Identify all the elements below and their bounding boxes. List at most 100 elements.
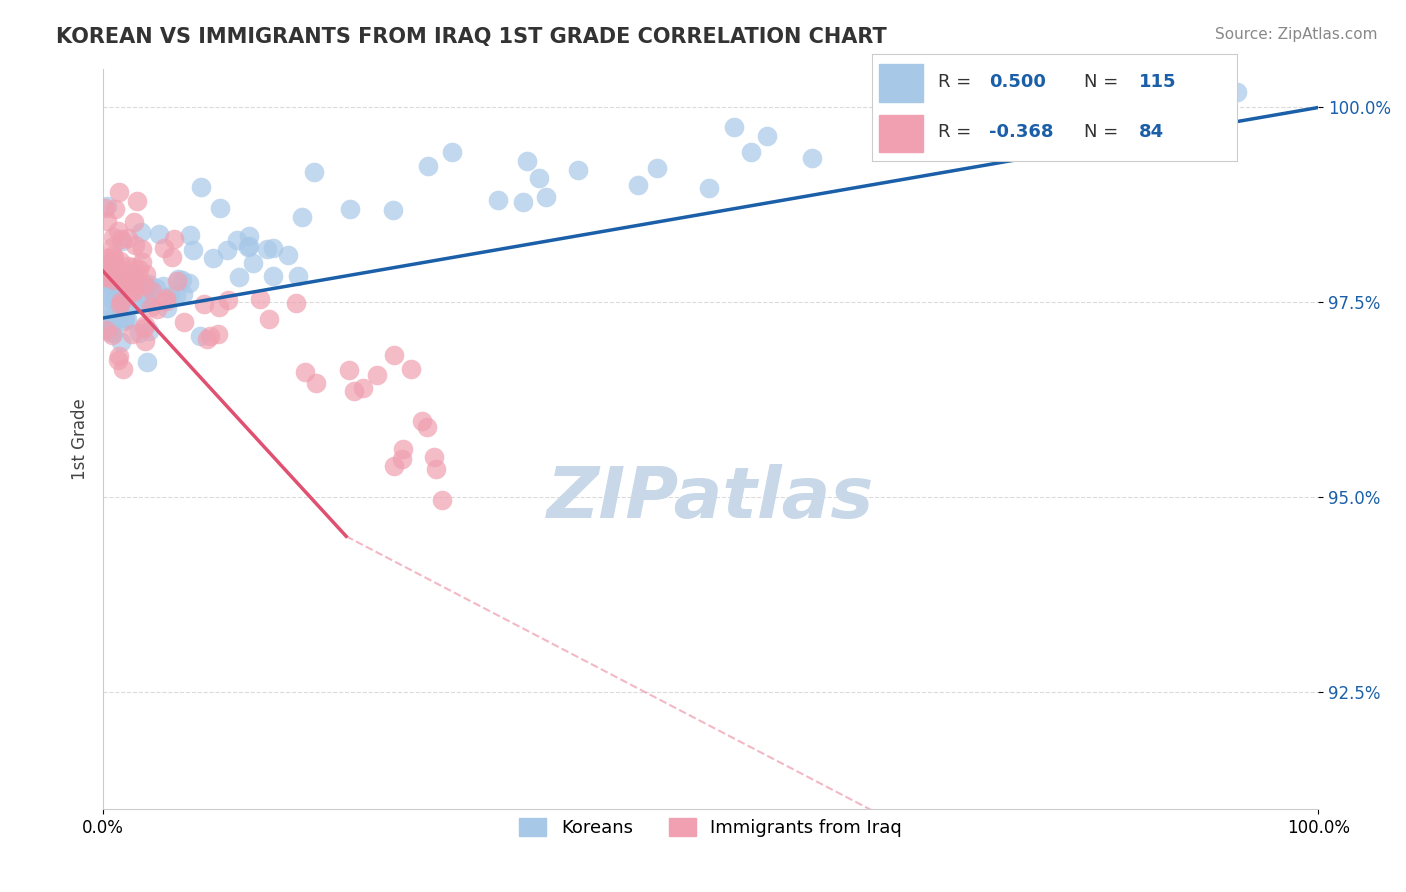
Point xyxy=(136,293,159,307)
Point xyxy=(165,288,187,302)
Point xyxy=(100,256,122,270)
Point xyxy=(121,284,143,298)
Point xyxy=(391,452,413,467)
Point xyxy=(190,180,212,194)
Point xyxy=(1025,85,1047,99)
Point xyxy=(110,275,132,289)
Point xyxy=(96,199,118,213)
Point xyxy=(872,112,894,126)
Point xyxy=(94,201,117,215)
Text: 84: 84 xyxy=(1139,123,1164,141)
Point xyxy=(1031,85,1053,99)
Point xyxy=(411,414,433,428)
Point xyxy=(101,293,124,307)
Point xyxy=(416,420,439,434)
Point xyxy=(101,316,124,330)
Point xyxy=(115,277,138,291)
Point xyxy=(697,181,720,195)
Point xyxy=(430,492,453,507)
Point xyxy=(98,275,121,289)
Text: ZIPatlas: ZIPatlas xyxy=(547,464,875,533)
Point xyxy=(302,164,325,178)
Point xyxy=(994,85,1017,99)
Point xyxy=(94,294,117,309)
Point xyxy=(800,151,823,165)
Point xyxy=(117,231,139,245)
Point xyxy=(111,234,134,248)
Point xyxy=(108,310,131,324)
Point xyxy=(120,268,142,283)
Point xyxy=(117,259,139,273)
Point xyxy=(122,285,145,300)
Point xyxy=(110,253,132,268)
Point xyxy=(110,297,132,311)
Point xyxy=(181,244,204,258)
Point xyxy=(277,248,299,262)
Point xyxy=(392,442,415,456)
Point xyxy=(242,255,264,269)
Point xyxy=(107,224,129,238)
Point xyxy=(110,293,132,308)
Point xyxy=(173,315,195,329)
Point xyxy=(756,129,779,144)
Point xyxy=(129,226,152,240)
Point xyxy=(104,258,127,272)
Point xyxy=(100,265,122,279)
Point xyxy=(159,289,181,303)
Point xyxy=(128,261,150,276)
Point xyxy=(188,329,211,343)
Point xyxy=(117,275,139,289)
Point xyxy=(108,301,131,316)
Point xyxy=(170,273,193,287)
Point xyxy=(155,291,177,305)
Point xyxy=(343,384,366,398)
Point xyxy=(512,195,534,210)
Point xyxy=(148,227,170,242)
Point xyxy=(1094,85,1116,99)
Point xyxy=(287,269,309,284)
Point xyxy=(425,462,447,476)
Point xyxy=(131,293,153,307)
Point xyxy=(136,295,159,310)
Text: N =: N = xyxy=(1084,123,1123,141)
Point xyxy=(139,300,162,314)
Point xyxy=(97,273,120,287)
Point xyxy=(153,241,176,255)
Point xyxy=(135,267,157,281)
Point xyxy=(284,296,307,310)
Point xyxy=(107,295,129,310)
Text: R =: R = xyxy=(938,73,977,91)
Point xyxy=(208,202,231,216)
Point xyxy=(382,203,405,218)
Point xyxy=(1201,85,1223,99)
Point xyxy=(305,376,328,391)
Point xyxy=(155,293,177,308)
Point xyxy=(103,251,125,265)
Point xyxy=(111,269,134,284)
Point xyxy=(353,381,375,395)
Point xyxy=(156,301,179,316)
Legend: Koreans, Immigrants from Iraq: Koreans, Immigrants from Iraq xyxy=(512,811,910,845)
Point xyxy=(529,171,551,186)
Point xyxy=(94,313,117,327)
Point xyxy=(1226,85,1249,99)
Point xyxy=(1043,85,1066,99)
Point xyxy=(103,308,125,322)
Point xyxy=(256,242,278,256)
Point xyxy=(262,269,284,284)
Point xyxy=(122,260,145,274)
Point xyxy=(134,278,156,293)
Point xyxy=(152,279,174,293)
Point xyxy=(1043,85,1066,99)
Point xyxy=(100,326,122,340)
Text: R =: R = xyxy=(938,123,977,141)
Point xyxy=(125,275,148,289)
Point xyxy=(294,365,316,379)
Point xyxy=(128,296,150,310)
Point xyxy=(135,355,157,369)
Bar xyxy=(879,114,922,152)
Point xyxy=(423,450,446,465)
Point xyxy=(884,103,907,118)
Point xyxy=(145,302,167,317)
Point xyxy=(114,314,136,328)
